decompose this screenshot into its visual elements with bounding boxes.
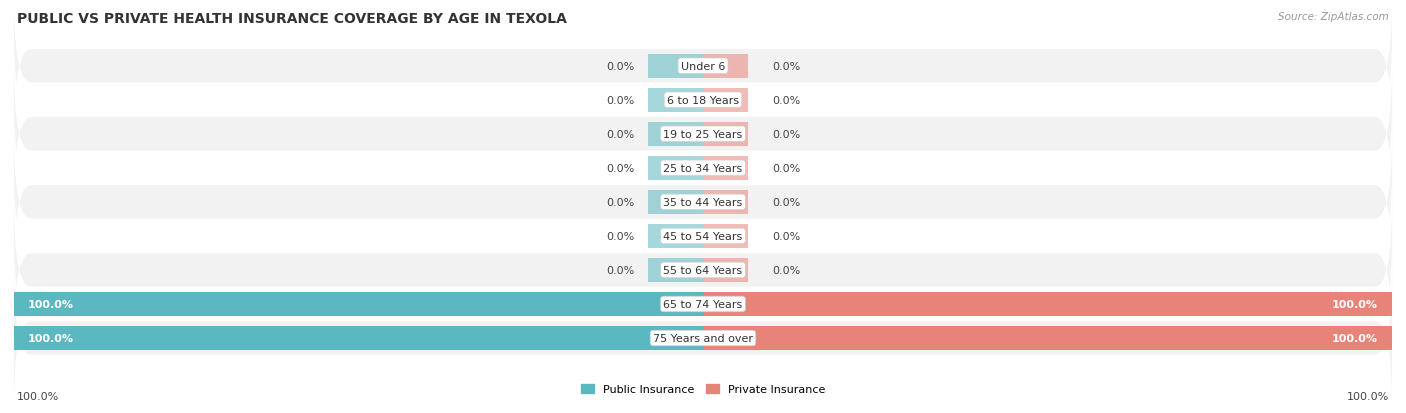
FancyBboxPatch shape	[14, 32, 1392, 169]
Text: 100.0%: 100.0%	[28, 333, 75, 343]
Bar	[703, 89, 748, 112]
Text: 0.0%: 0.0%	[772, 265, 800, 275]
Text: 0.0%: 0.0%	[606, 62, 634, 71]
Text: 0.0%: 0.0%	[772, 197, 800, 207]
Text: 45 to 54 Years: 45 to 54 Years	[664, 231, 742, 241]
Text: 25 to 34 Years: 25 to 34 Years	[664, 164, 742, 173]
Text: 55 to 64 Years: 55 to 64 Years	[664, 265, 742, 275]
Bar	[648, 259, 703, 282]
FancyBboxPatch shape	[14, 236, 1392, 373]
Text: 0.0%: 0.0%	[606, 231, 634, 241]
FancyBboxPatch shape	[14, 134, 1392, 271]
Text: 0.0%: 0.0%	[772, 231, 800, 241]
FancyBboxPatch shape	[14, 66, 1392, 203]
Text: 65 to 74 Years: 65 to 74 Years	[664, 299, 742, 309]
Bar	[703, 123, 748, 146]
Bar	[703, 157, 748, 180]
Text: 0.0%: 0.0%	[772, 95, 800, 105]
Bar	[703, 259, 748, 282]
Text: 0.0%: 0.0%	[772, 164, 800, 173]
Text: 75 Years and over: 75 Years and over	[652, 333, 754, 343]
Text: 6 to 18 Years: 6 to 18 Years	[666, 95, 740, 105]
Text: 0.0%: 0.0%	[606, 197, 634, 207]
Bar	[648, 123, 703, 146]
Bar	[648, 55, 703, 78]
Text: 100.0%: 100.0%	[1347, 392, 1389, 401]
Text: 0.0%: 0.0%	[606, 95, 634, 105]
Text: 100.0%: 100.0%	[1331, 299, 1378, 309]
Bar	[703, 292, 1392, 316]
Text: 100.0%: 100.0%	[17, 392, 59, 401]
FancyBboxPatch shape	[14, 168, 1392, 304]
Text: 0.0%: 0.0%	[606, 129, 634, 140]
FancyBboxPatch shape	[14, 0, 1392, 135]
Bar	[648, 224, 703, 248]
Bar	[703, 224, 748, 248]
Text: 100.0%: 100.0%	[28, 299, 75, 309]
Bar	[14, 326, 703, 350]
Text: Under 6: Under 6	[681, 62, 725, 71]
Text: Source: ZipAtlas.com: Source: ZipAtlas.com	[1278, 12, 1389, 22]
FancyBboxPatch shape	[14, 202, 1392, 339]
Text: 0.0%: 0.0%	[606, 265, 634, 275]
Legend: Public Insurance, Private Insurance: Public Insurance, Private Insurance	[576, 379, 830, 399]
Bar	[14, 292, 703, 316]
Bar	[648, 157, 703, 180]
Text: 19 to 25 Years: 19 to 25 Years	[664, 129, 742, 140]
Text: 100.0%: 100.0%	[1331, 333, 1378, 343]
FancyBboxPatch shape	[14, 100, 1392, 237]
Text: 0.0%: 0.0%	[606, 164, 634, 173]
Bar	[703, 55, 748, 78]
Bar	[648, 190, 703, 214]
Text: 0.0%: 0.0%	[772, 129, 800, 140]
Text: PUBLIC VS PRIVATE HEALTH INSURANCE COVERAGE BY AGE IN TEXOLA: PUBLIC VS PRIVATE HEALTH INSURANCE COVER…	[17, 12, 567, 26]
Bar	[648, 89, 703, 112]
Text: 0.0%: 0.0%	[772, 62, 800, 71]
Text: 35 to 44 Years: 35 to 44 Years	[664, 197, 742, 207]
Bar	[703, 326, 1392, 350]
Bar	[703, 190, 748, 214]
FancyBboxPatch shape	[14, 270, 1392, 406]
